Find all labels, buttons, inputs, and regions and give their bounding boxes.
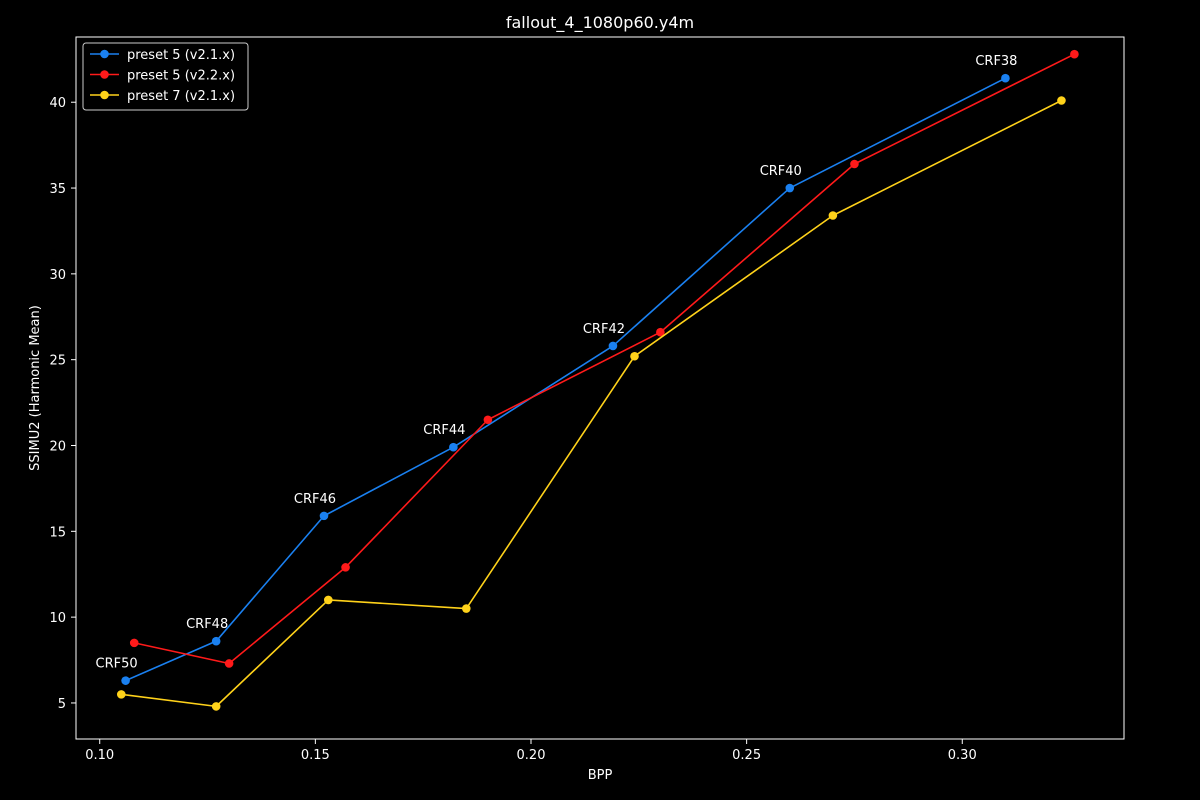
data-point — [121, 676, 130, 685]
y-axis: 5 10 15 20 25 30 35 40 — [49, 96, 76, 712]
legend-item: preset 7 (v2.1.x) — [90, 89, 235, 104]
x-tick-label: 0.30 — [948, 748, 977, 763]
crf-annotation: CRF48 — [186, 617, 228, 632]
x-axis: 0.10 0.15 0.20 0.25 0.30 — [85, 739, 977, 763]
legend-label: preset 5 (v2.2.x) — [127, 69, 235, 84]
crf-annotation: CRF38 — [975, 54, 1017, 69]
y-tick-label: 35 — [49, 182, 66, 197]
data-point — [211, 636, 221, 646]
legend-marker — [100, 70, 109, 79]
y-tick-label: 5 — [58, 697, 66, 712]
data-point — [630, 351, 639, 361]
data-point — [608, 341, 618, 351]
data-point — [828, 211, 838, 220]
x-tick-label: 0.15 — [301, 748, 330, 763]
crf-annotation: CRF50 — [96, 657, 138, 672]
crf-annotation: CRF44 — [423, 423, 465, 438]
data-point — [1057, 96, 1066, 105]
data-point — [341, 563, 350, 572]
x-tick-label: 0.10 — [85, 748, 114, 763]
legend-label: preset 5 (v2.1.x) — [127, 48, 235, 63]
data-point — [1070, 49, 1079, 59]
y-tick-label: 30 — [49, 268, 66, 283]
y-tick-label: 40 — [49, 96, 66, 111]
legend-marker — [100, 49, 109, 59]
series-2 — [129, 49, 1079, 668]
data-point — [656, 327, 665, 337]
y-tick-label: 10 — [49, 611, 66, 626]
data-point — [319, 511, 329, 521]
series-layer — [116, 49, 1079, 711]
data-point — [1001, 73, 1010, 83]
series-1 — [121, 73, 1010, 685]
data-point — [323, 595, 333, 605]
data-point — [785, 183, 795, 193]
legend-item: preset 5 (v2.1.x) — [90, 48, 235, 63]
chart-title: fallout_4_1080p60.y4m — [506, 13, 694, 33]
y-tick-label: 25 — [49, 354, 66, 369]
x-tick-label: 0.20 — [517, 748, 546, 763]
data-point — [462, 604, 471, 613]
data-point — [483, 415, 493, 425]
legend-marker — [100, 90, 109, 100]
data-point — [129, 638, 139, 648]
data-point — [850, 159, 859, 169]
legend-box — [82, 42, 249, 111]
plot-area-frame — [75, 36, 1125, 740]
x-tick-label: 0.25 — [732, 748, 761, 763]
data-point — [224, 659, 234, 668]
x-axis-label: BPP — [588, 768, 613, 783]
legend: preset 5 (v2.1.x) preset 5 (v2.2.x) preset… — [82, 42, 249, 111]
data-point — [116, 690, 126, 699]
y-tick-label: 15 — [49, 525, 66, 540]
crf-annotation: CRF42 — [583, 322, 625, 337]
y-tick-label: 20 — [49, 439, 66, 454]
annotation-layer: CRF50 CRF48 CRF46 CRF44 CRF42 CRF40 CRF38 — [96, 54, 1018, 671]
legend-label: preset 7 (v2.1.x) — [127, 89, 235, 104]
y-axis-label: SSIMU2 (Harmonic Mean) — [28, 305, 43, 471]
data-point — [449, 442, 458, 452]
crf-annotation: CRF46 — [294, 492, 336, 507]
crf-annotation: CRF40 — [760, 164, 802, 179]
data-point — [211, 702, 221, 711]
legend-item: preset 5 (v2.2.x) — [90, 69, 235, 84]
series-3 — [116, 96, 1066, 711]
